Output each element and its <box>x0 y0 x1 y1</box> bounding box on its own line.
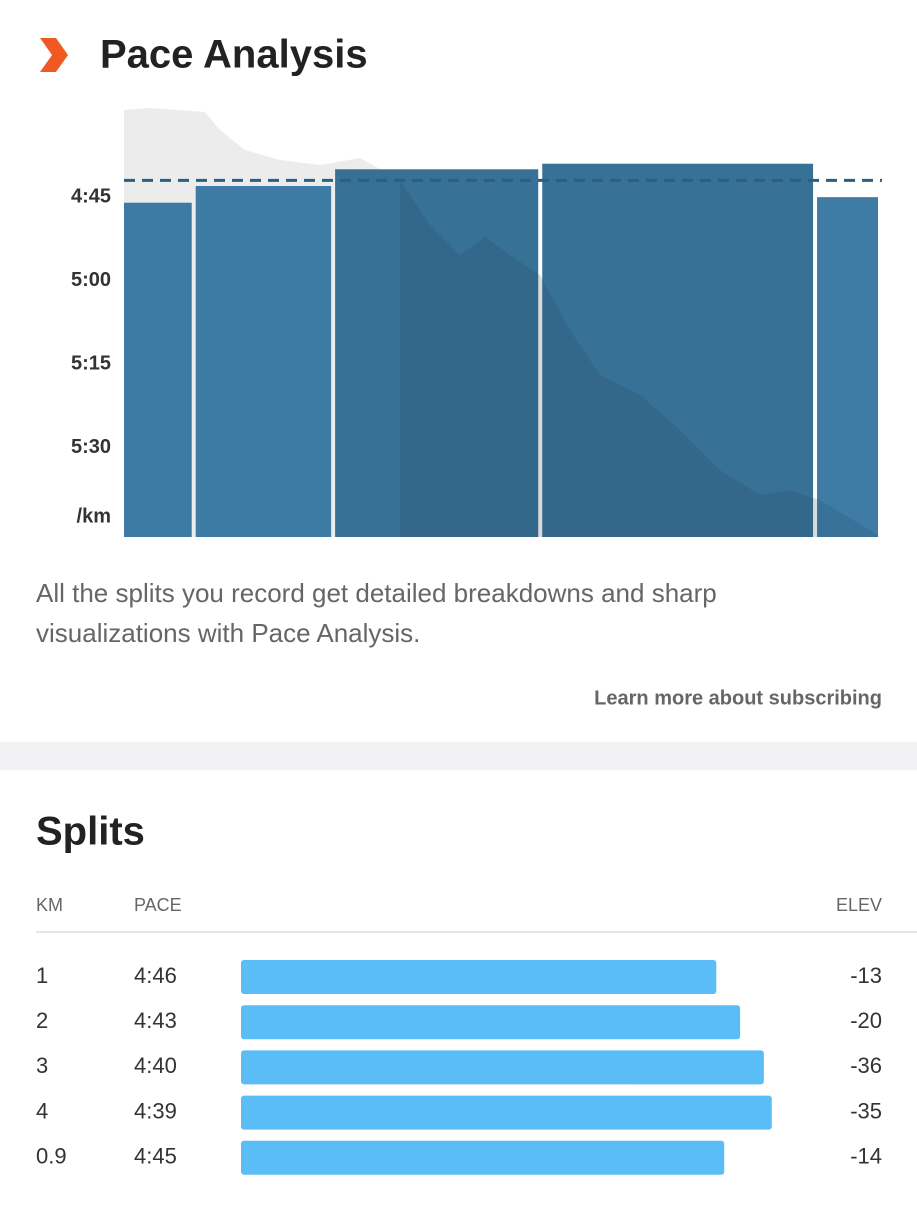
section-divider <box>0 742 917 770</box>
brand-icon <box>40 38 68 72</box>
split-km: 0.9 <box>36 1144 67 1169</box>
pace-bar <box>542 163 814 537</box>
split-km: 3 <box>36 1053 48 1078</box>
split-pace-bar <box>241 1140 725 1175</box>
subscribe-link[interactable]: Learn more about subscribing <box>594 687 882 709</box>
page-title: Pace Analysis <box>100 33 368 77</box>
split-pace: 4:45 <box>134 1144 177 1169</box>
pace-bar <box>335 169 539 538</box>
column-header: ELEV <box>836 895 882 915</box>
y-tick-label: 5:00 <box>71 269 111 291</box>
description: All the splits you record get detailed b… <box>36 578 717 648</box>
y-tick-label: 4:45 <box>71 185 111 207</box>
column-header: PACE <box>134 895 182 915</box>
split-pace: 4:43 <box>134 1008 177 1033</box>
pace-bar <box>195 186 332 537</box>
split-elev: -35 <box>850 1098 882 1123</box>
split-elev: -20 <box>850 1008 882 1033</box>
split-km: 4 <box>36 1098 48 1123</box>
elevation-overlay <box>400 180 878 537</box>
split-pace: 4:40 <box>134 1053 177 1078</box>
y-tick-label: 5:15 <box>71 353 111 375</box>
splits-title: Splits <box>36 810 145 854</box>
column-header: KM <box>36 895 63 915</box>
split-elev: -14 <box>850 1144 882 1169</box>
pace-bar <box>124 202 192 537</box>
split-pace: 4:39 <box>134 1098 177 1123</box>
split-elev: -13 <box>850 963 882 988</box>
y-unit: /km <box>77 505 111 527</box>
split-km: 1 <box>36 963 48 988</box>
split-pace: 4:46 <box>134 963 177 988</box>
split-pace-bar <box>241 1050 764 1085</box>
split-elev: -36 <box>850 1053 882 1078</box>
y-tick-label: 5:30 <box>71 436 111 458</box>
split-pace-bar <box>241 1005 741 1040</box>
split-pace-bar <box>241 1095 772 1130</box>
split-km: 2 <box>36 1008 48 1033</box>
split-pace-bar <box>241 960 717 994</box>
pace-bar <box>817 197 878 537</box>
